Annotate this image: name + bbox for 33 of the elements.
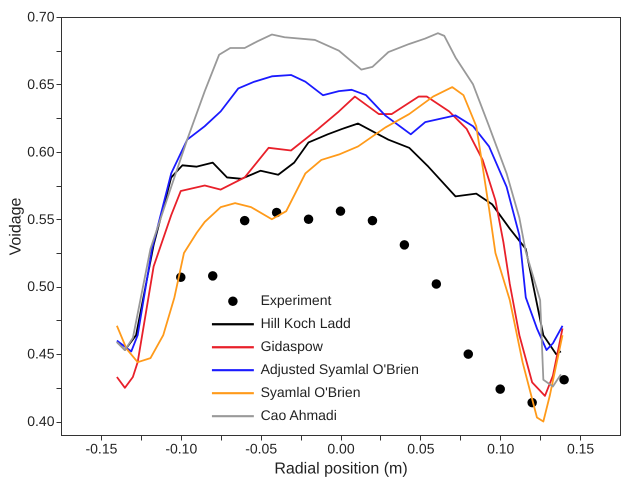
x-tick-label: 0.05 [407, 440, 435, 456]
legend-label: Experiment [260, 292, 332, 308]
x-tick-label: 0.00 [327, 440, 355, 456]
legend-label: Gidaspow [260, 338, 324, 354]
point [208, 271, 218, 281]
x-tick-label: -0.10 [165, 440, 198, 456]
y-tick-label: 0.65 [27, 76, 55, 92]
line-series [116, 74, 564, 352]
point [368, 216, 378, 226]
y-tick-label: 0.45 [27, 346, 55, 362]
x-tick-label: 0.10 [487, 440, 515, 456]
x-tick-label: 0.15 [566, 440, 594, 456]
legend-label: Adjusted Syamlal O'Brien [260, 361, 419, 378]
legend-label: Syamlal O'Brien [260, 384, 360, 400]
y-tick-label: 0.40 [27, 413, 55, 430]
y-tick-label: 0.55 [27, 210, 55, 227]
point [559, 374, 569, 384]
y-tick-label: 0.50 [27, 278, 55, 294]
point [432, 279, 442, 289]
x-axis-title: Radial position (m) [274, 460, 408, 478]
y-tick-label: 0.70 [27, 8, 55, 24]
y-axis-title: Voidage [7, 197, 24, 256]
legend-label: Cao Ahmadi [260, 407, 337, 424]
legend-label: Hill Koch Ladd [260, 315, 351, 332]
point [400, 240, 410, 250]
x-tick-label: -0.15 [85, 440, 118, 456]
y-tick-label: 0.60 [27, 143, 55, 160]
x-tick-label: -0.05 [245, 440, 278, 456]
point [240, 216, 250, 226]
point [464, 349, 474, 359]
point [304, 214, 314, 224]
point [336, 206, 346, 216]
point [495, 384, 505, 394]
